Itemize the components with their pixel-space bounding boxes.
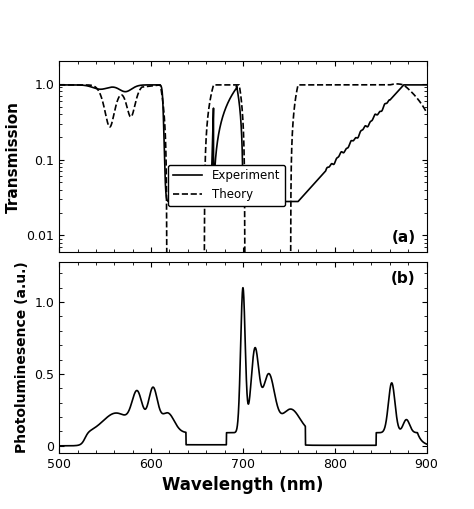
Legend: Experiment, Theory: Experiment, Theory — [168, 165, 285, 206]
Line: Experiment: Experiment — [59, 85, 427, 202]
Theory — [394, 81, 400, 87]
Experiment — [323, 166, 329, 173]
Experiment — [182, 199, 188, 205]
Experiment — [424, 82, 429, 88]
Experiment — [211, 193, 217, 200]
Experiment — [401, 82, 407, 88]
Theory — [323, 82, 329, 88]
Experiment — [231, 89, 237, 95]
X-axis label: Wavelength (nm): Wavelength (nm) — [162, 476, 324, 494]
Experiment — [413, 82, 419, 88]
Experiment — [394, 89, 400, 95]
Theory — [231, 82, 237, 88]
Theory — [413, 93, 419, 99]
Theory — [424, 109, 429, 116]
Experiment — [214, 145, 219, 151]
Experiment — [56, 82, 62, 88]
Y-axis label: Transmission: Transmission — [6, 101, 21, 213]
Theory — [56, 82, 62, 88]
Text: (a): (a) — [392, 230, 416, 245]
Theory — [214, 82, 219, 88]
Theory — [211, 82, 217, 88]
Theory — [394, 81, 400, 87]
Theory — [164, 263, 170, 269]
Y-axis label: Photoluminesence (a.u.): Photoluminesence (a.u.) — [15, 262, 29, 454]
Line: Theory: Theory — [59, 84, 427, 266]
Text: (b): (b) — [391, 271, 416, 287]
